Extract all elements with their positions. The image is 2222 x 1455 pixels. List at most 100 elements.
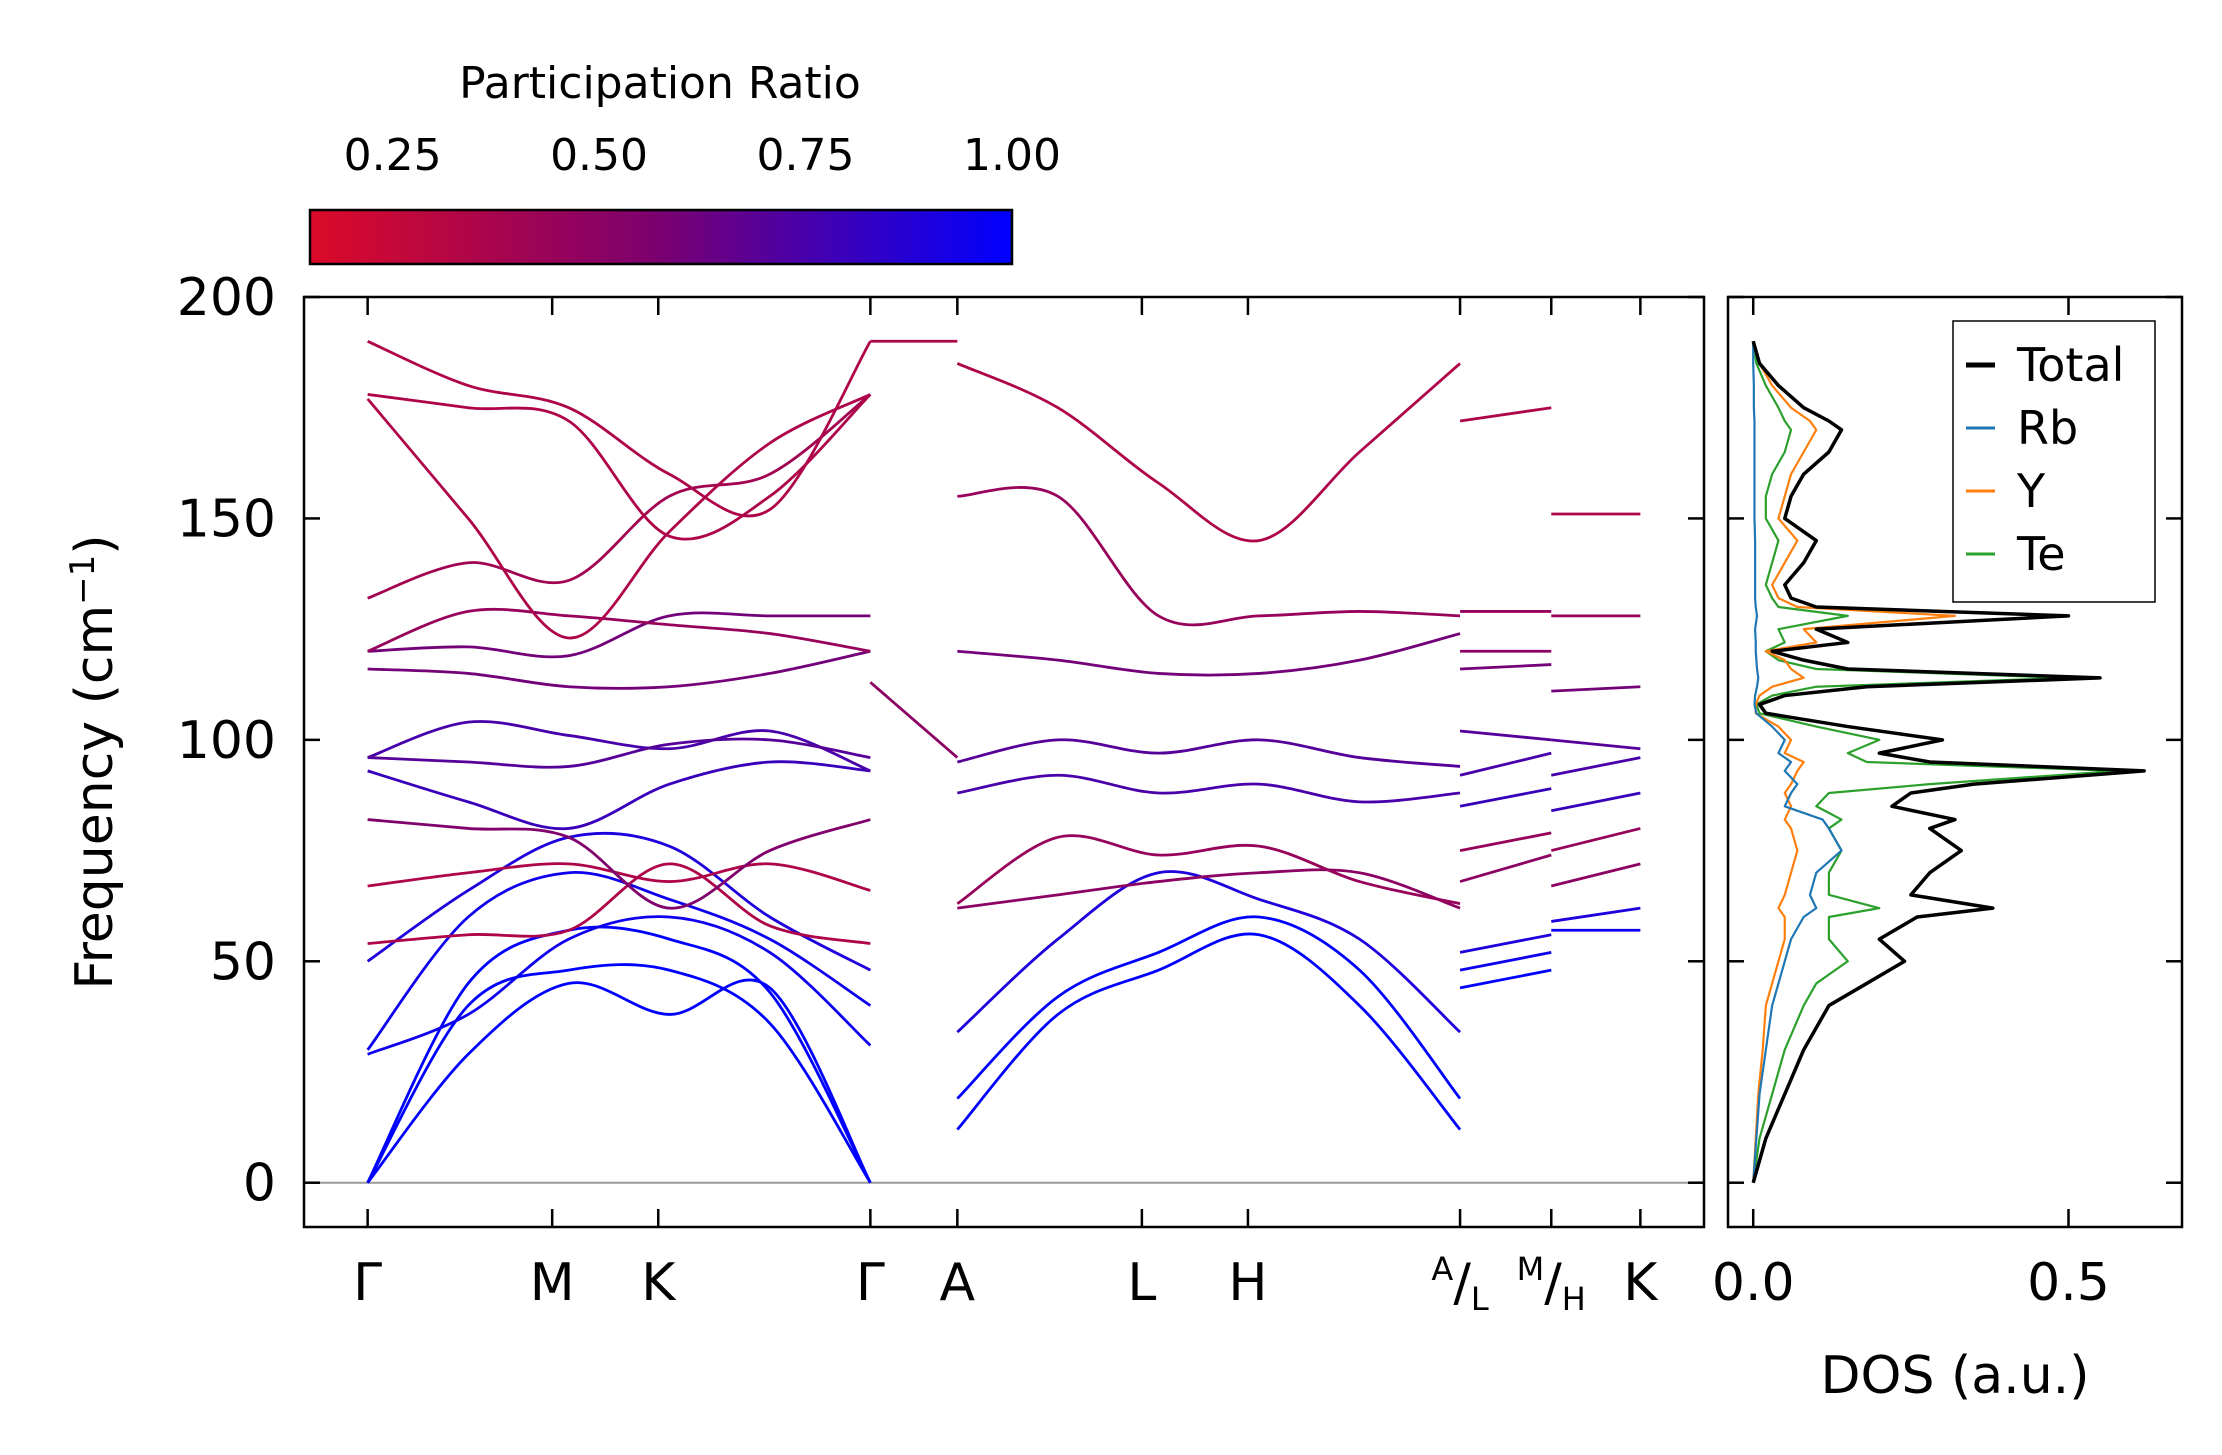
- dos-curve-rb: [1752, 341, 1843, 1183]
- phonon-branch: [956, 915, 1462, 1100]
- phonon-branch: [367, 340, 872, 518]
- k-point-label: L: [1127, 1253, 1156, 1313]
- phonon-branch: [1459, 729, 1552, 742]
- phonon-branch: [1550, 756, 1641, 777]
- phonon-branch: [956, 932, 1462, 1131]
- phonon-branch: [957, 773, 1461, 804]
- phonon-branch: [1551, 738, 1641, 751]
- dos-x-tick-label: 0.5: [2027, 1253, 2110, 1313]
- phonon-branch: [367, 649, 871, 690]
- colorbar-gradient: [308, 208, 1014, 266]
- k-point-label: K: [641, 1253, 677, 1313]
- colorbar-ticks: 0.25 0.50 0.75 1.00: [344, 130, 1061, 264]
- phonon-branch: [1459, 831, 1552, 852]
- phonon-branch: [1550, 791, 1641, 813]
- y-tick-label: 50: [210, 932, 276, 992]
- phonon-branch: [956, 870, 1462, 1034]
- phonon-branch: [1459, 751, 1552, 777]
- legend-label-y: Y: [2016, 464, 2046, 518]
- dos-frame: [1726, 295, 2184, 1229]
- dos-legend: Total Rb Y Te: [1952, 320, 2156, 603]
- k-point-label-slash: /: [1453, 1253, 1471, 1313]
- phonon-branch: [367, 915, 872, 1056]
- phonon-branch: [366, 831, 872, 972]
- y-axis-title-text: Frequency (cm: [65, 605, 125, 990]
- legend-label-te: Te: [2016, 527, 2066, 581]
- phonon-branch: [1459, 951, 1552, 972]
- phonon-branch: [366, 871, 872, 1051]
- k-point-label-lower: L: [1471, 1280, 1489, 1318]
- k-point-label: Γ: [856, 1253, 885, 1313]
- colorbar: Participation Ratio 0.25 0.50 0.75 1.00: [308, 58, 1061, 266]
- colorbar-tick-label: 0.50: [550, 130, 648, 181]
- y-tick-label: 200: [177, 268, 276, 328]
- dos-axes: 0.0 0.5: [1712, 295, 2182, 1313]
- y-tick-label: 150: [177, 489, 276, 549]
- phonon-branch: [1459, 787, 1552, 808]
- phonon-branch: [367, 818, 871, 910]
- k-point-label-upper: A: [1431, 1250, 1453, 1288]
- dos-curve-total: [1751, 340, 2146, 1184]
- legend-label-total: Total: [2016, 338, 2124, 392]
- band-frame: [302, 295, 1706, 1229]
- phonon-branch: [957, 868, 1461, 910]
- dos-x-axis-title: DOS (a.u.): [1821, 1346, 2090, 1406]
- legend-label-rb: Rb: [2017, 401, 2078, 455]
- phonon-branch: [366, 925, 872, 1184]
- y-axis-title-close: ): [65, 534, 125, 554]
- dos-panel: 0.0 0.5 DOS (a.u.) Total Rb Y Te: [1712, 295, 2184, 1406]
- legend-items: Total Rb Y Te: [1966, 338, 2124, 581]
- phonon-branch: [1550, 862, 1641, 888]
- phonon-branch: [367, 862, 871, 892]
- phonon-branch: [1459, 933, 1552, 954]
- y-axis-title-sup: −1: [63, 555, 103, 605]
- k-point-label-lower: H: [1562, 1280, 1586, 1318]
- phonon-branch: [1459, 853, 1552, 883]
- y-tick-label: 100: [177, 711, 276, 771]
- k-point-label-upper: M: [1517, 1250, 1545, 1288]
- phonon-branch: [367, 393, 872, 600]
- k-point-label: K: [1623, 1253, 1659, 1313]
- dos-data: [1751, 340, 2146, 1184]
- colorbar-tick-label: 0.25: [344, 130, 442, 181]
- phonon-branch: [367, 737, 871, 769]
- phonon-branch: [1551, 685, 1641, 693]
- y-axis-title: Frequency (cm−1): [63, 534, 125, 989]
- phonon-branch: [1459, 663, 1552, 671]
- phonon-branch: [1550, 827, 1641, 852]
- k-point-label: Γ: [353, 1253, 382, 1313]
- k-point-label: A/L: [1431, 1250, 1488, 1318]
- phonon-branch: [869, 681, 959, 759]
- phonon-branch: [367, 720, 871, 773]
- colorbar-title: Participation Ratio: [459, 58, 861, 109]
- phonon-branch: [1459, 968, 1552, 990]
- phonon-branch: [956, 362, 1461, 543]
- phonon-branch: [366, 963, 872, 1184]
- phonon-branch: [367, 607, 871, 653]
- y-tick-label: 0: [243, 1154, 276, 1214]
- phonon-branch: [367, 760, 871, 831]
- colorbar-tick-label: 0.75: [757, 130, 855, 181]
- band-data: [304, 339, 1704, 1184]
- phonon-branch: [366, 393, 871, 640]
- k-point-label: M/H: [1517, 1250, 1586, 1318]
- phonon-branch: [1551, 906, 1641, 923]
- k-point-label: A: [940, 1253, 976, 1313]
- k-point-label: H: [1228, 1253, 1267, 1313]
- dos-curve-y: [1752, 340, 1957, 1183]
- phonon-branch: [367, 611, 871, 659]
- phonon-branch: [367, 393, 872, 541]
- phonon-branch: [956, 834, 1461, 906]
- colorbar-tick-label: 1.00: [963, 130, 1061, 181]
- phonon-branch: [366, 978, 872, 1184]
- phonon-branch: [367, 862, 871, 945]
- phonon-branch: [957, 486, 1461, 627]
- k-point-label: M: [530, 1253, 575, 1313]
- phonon-branch: [957, 738, 1461, 768]
- phonon-branch: [1459, 406, 1552, 423]
- dos-x-tick-label: 0.0: [1712, 1253, 1795, 1313]
- phonon-branch: [957, 632, 1461, 677]
